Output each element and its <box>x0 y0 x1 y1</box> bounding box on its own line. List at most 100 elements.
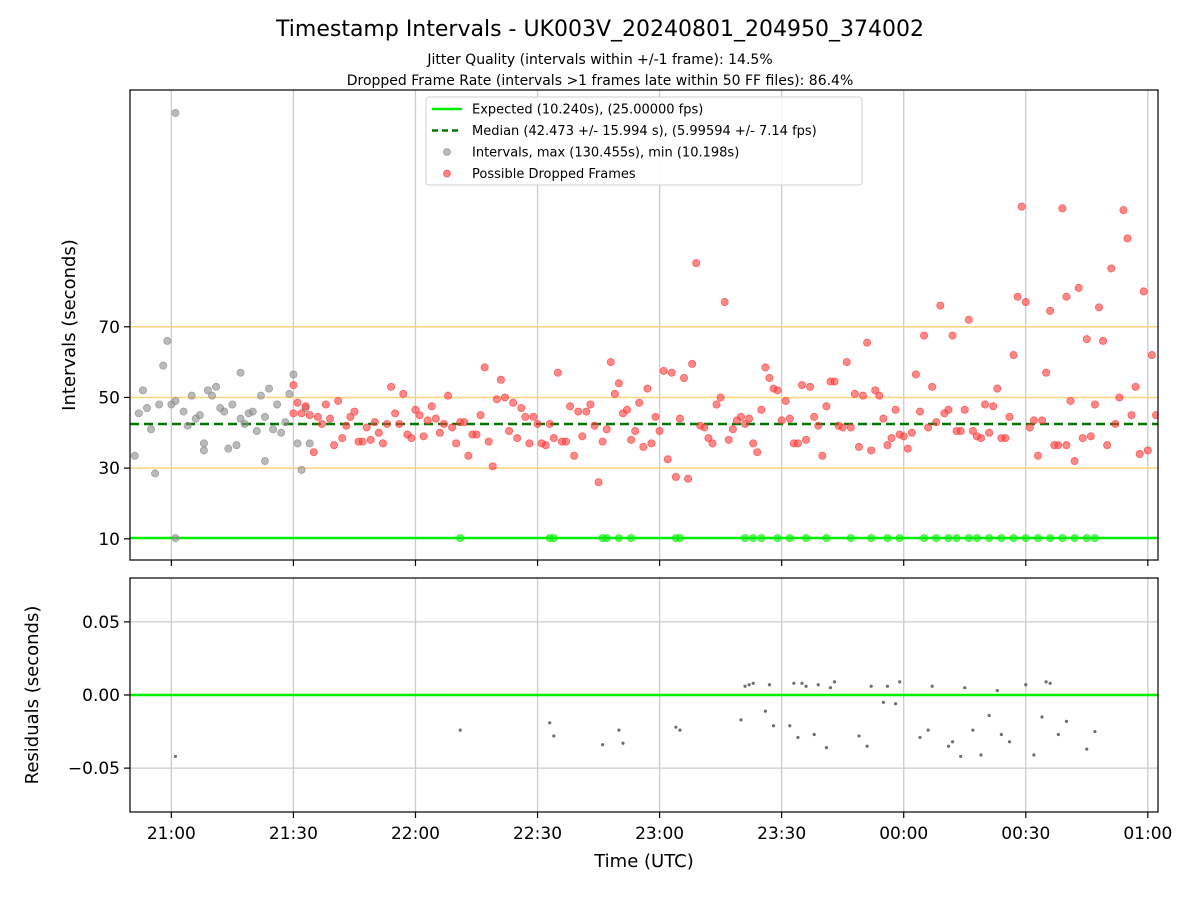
dropped-frame-point <box>521 412 530 421</box>
x-tick-label: 22:30 <box>513 824 562 844</box>
dropped-frame-point <box>553 368 562 377</box>
dropped-frame-point <box>948 331 957 340</box>
dropped-frame-point <box>960 405 969 414</box>
dropped-frame-point <box>545 419 554 428</box>
dropped-frame-point <box>1021 298 1030 307</box>
residual-point <box>865 744 869 748</box>
dropped-frame-point <box>981 400 990 409</box>
dropped-frame-point <box>724 435 733 444</box>
dropped-frame-point <box>464 451 473 460</box>
dropped-frame-point <box>903 444 912 453</box>
dropped-frame-point <box>793 439 802 448</box>
x-tick-label: 00:30 <box>1001 824 1050 844</box>
dropped-frame-point <box>509 398 518 407</box>
x-axis-label: Time (UTC) <box>593 851 694 872</box>
dropped-frame-point <box>476 411 485 420</box>
on-time-point <box>741 534 750 543</box>
dropped-frame-point <box>875 391 884 400</box>
interval-point <box>179 407 188 416</box>
residual-point <box>832 680 837 684</box>
on-time-point <box>785 534 794 543</box>
dropped-frame-point <box>989 402 998 411</box>
interval-point <box>260 457 269 466</box>
dropped-frame-point <box>313 412 322 421</box>
interval-point <box>171 396 180 405</box>
interval-point <box>305 439 314 448</box>
dropped-frame-point <box>692 259 701 268</box>
dropped-frame-point <box>806 382 815 391</box>
dropped-frame-point <box>623 405 632 414</box>
interval-point <box>171 534 180 543</box>
residual-point <box>548 721 552 725</box>
residual-point <box>1032 753 1036 757</box>
dropped-frame-point <box>920 331 929 340</box>
on-time-point <box>920 534 929 543</box>
dropped-frame-point <box>1025 423 1034 432</box>
dropped-frame-point <box>680 374 689 383</box>
residual-point <box>743 684 747 688</box>
dropped-frame-point <box>586 400 595 409</box>
on-time-point <box>614 534 623 543</box>
residual-point <box>674 725 678 729</box>
dropped-frame-point <box>472 430 481 439</box>
dropped-frame-point <box>387 382 396 391</box>
dropped-frame-point <box>358 437 367 446</box>
dropped-frame-point <box>1074 283 1083 292</box>
interval-point <box>240 419 249 428</box>
residual-point <box>824 746 829 750</box>
dropped-frame-point <box>928 382 937 391</box>
residual-point <box>747 683 751 687</box>
on-time-point <box>757 534 766 543</box>
dropped-frame-point <box>1033 451 1042 460</box>
residual-point <box>812 732 816 737</box>
residual-point <box>950 740 955 744</box>
dropped-frame-point <box>1054 441 1063 450</box>
y-tick-label: 10 <box>98 530 120 550</box>
residual-point <box>767 683 772 687</box>
interval-point <box>134 409 143 418</box>
dropped-frame-point <box>993 384 1002 393</box>
residual-point <box>621 741 625 745</box>
residual-point <box>552 734 556 738</box>
on-time-point <box>602 534 611 543</box>
legend-label: Expected (10.240s), (25.00000 fps) <box>472 103 703 118</box>
dropped-frame-point <box>305 411 314 420</box>
dropped-frame-point <box>1058 204 1067 213</box>
dropped-frame-point <box>749 439 758 448</box>
x-tick-label: 00:00 <box>879 824 928 844</box>
dropped-frame-point <box>411 405 420 414</box>
residual-point <box>800 681 804 685</box>
interval-point <box>248 407 257 416</box>
dropped-frame-point <box>1070 457 1079 466</box>
dropped-frame-point <box>639 442 648 451</box>
dropped-frame-point <box>374 428 383 437</box>
residual-point <box>458 728 462 732</box>
dropped-frame-point <box>814 421 823 430</box>
dropped-frame-point <box>655 427 664 436</box>
dropped-frame-point <box>675 414 684 423</box>
dropped-frame-point <box>1095 303 1104 312</box>
residual-point <box>1024 683 1028 687</box>
interval-point <box>163 336 172 345</box>
dropped-frame-point <box>761 363 770 372</box>
dropped-frame-point <box>293 398 302 407</box>
dropped-frame-point <box>635 398 644 407</box>
interval-point <box>212 382 221 391</box>
dropped-frame-point <box>1017 202 1026 211</box>
dropped-frame-point <box>419 432 428 441</box>
interval-point <box>277 428 286 437</box>
residual-point <box>788 724 792 728</box>
dropped-frame-point <box>391 409 400 418</box>
dropped-frame-point <box>773 386 782 395</box>
on-time-point <box>456 534 465 543</box>
data-layer <box>130 680 1158 759</box>
on-time-point <box>846 534 855 543</box>
legend-swatch-dot <box>443 169 451 178</box>
dropped-frame-point <box>1107 264 1116 273</box>
dropped-frame-point <box>1123 234 1132 243</box>
dropped-frame-point <box>659 366 668 375</box>
y-tick-label: 50 <box>98 388 120 408</box>
on-time-point <box>627 534 636 543</box>
dropped-frame-point <box>777 416 786 425</box>
residual-point <box>173 754 178 759</box>
